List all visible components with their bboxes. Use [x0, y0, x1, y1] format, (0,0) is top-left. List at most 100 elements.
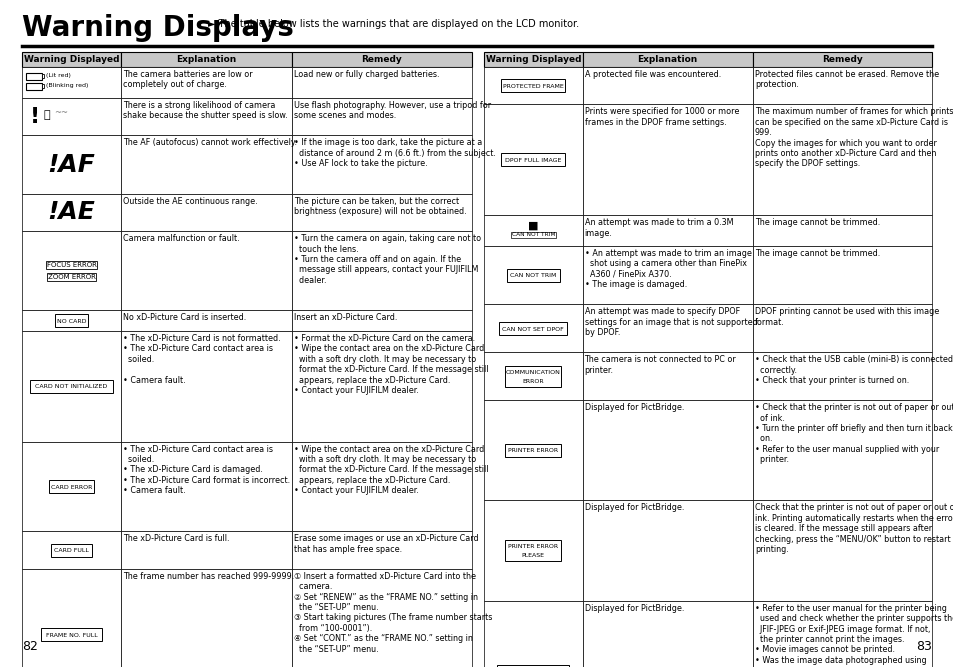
- Text: • Check that the USB cable (mini-B) is connected
  correctly.
• Check that your : • Check that the USB cable (mini-B) is c…: [754, 356, 952, 385]
- Text: ① Insert a formatted xD-Picture Card into the
  camera.
② Set “RENEW” as the “FR: ① Insert a formatted xD-Picture Card int…: [294, 572, 492, 654]
- Text: 82: 82: [22, 640, 38, 653]
- Text: Explanation: Explanation: [637, 55, 697, 64]
- Bar: [504, 366, 561, 387]
- Bar: [121, 67, 292, 98]
- Bar: [121, 569, 292, 667]
- Text: CARD NOT INITIALIZED: CARD NOT INITIALIZED: [35, 384, 108, 390]
- Bar: [121, 52, 292, 67]
- Text: The frame number has reached 999-9999.: The frame number has reached 999-9999.: [123, 572, 294, 581]
- Text: NO CARD: NO CARD: [56, 319, 86, 323]
- Bar: [121, 193, 292, 231]
- Text: 83: 83: [915, 640, 931, 653]
- Bar: [22, 98, 121, 135]
- Text: • The xD-Picture Card is not formatted.
• The xD-Picture Card contact area is
  : • The xD-Picture Card is not formatted. …: [123, 334, 280, 384]
- Bar: [55, 314, 88, 327]
- Bar: [752, 304, 931, 352]
- Bar: [30, 380, 113, 393]
- Bar: [292, 442, 472, 532]
- Text: (Lit red): (Lit red): [46, 73, 71, 78]
- Bar: [506, 269, 559, 281]
- Text: COMMUNICATION: COMMUNICATION: [505, 370, 560, 375]
- Text: Erase some images or use an xD-Picture Card
that has ample free space.: Erase some images or use an xD-Picture C…: [294, 534, 478, 554]
- Text: Remedy: Remedy: [361, 55, 402, 64]
- Bar: [42, 75, 45, 79]
- Bar: [22, 442, 121, 532]
- Text: Explanation: Explanation: [176, 55, 236, 64]
- Text: • Format the xD-Picture Card on the camera.
• Wipe the contact area on the xD-Pi: • Format the xD-Picture Card on the came…: [294, 334, 488, 395]
- Text: CAN NOT TRIM: CAN NOT TRIM: [510, 273, 556, 278]
- Bar: [582, 52, 752, 67]
- Bar: [292, 52, 472, 67]
- Text: ■: ■: [527, 221, 537, 231]
- Bar: [22, 532, 121, 569]
- Bar: [582, 400, 752, 500]
- Bar: [51, 544, 91, 556]
- Bar: [752, 67, 931, 105]
- Text: Warning Displayed: Warning Displayed: [24, 55, 119, 64]
- Bar: [121, 331, 292, 442]
- Bar: [504, 444, 561, 457]
- Bar: [483, 400, 582, 500]
- Bar: [752, 601, 931, 667]
- Bar: [582, 246, 752, 304]
- Bar: [752, 500, 931, 601]
- Bar: [26, 83, 42, 90]
- Text: Check that the printer is not out of paper or out of
ink. Printing automatically: Check that the printer is not out of pap…: [754, 504, 953, 554]
- Text: • Wipe the contact area on the xD-Picture Card
  with a soft dry cloth. It may b: • Wipe the contact area on the xD-Pictur…: [294, 445, 488, 495]
- Text: Warning Displays: Warning Displays: [22, 14, 294, 42]
- Bar: [483, 52, 582, 67]
- Text: The xD-Picture Card is full.: The xD-Picture Card is full.: [123, 534, 230, 544]
- Bar: [121, 231, 292, 310]
- Text: !AE: !AE: [48, 200, 95, 224]
- Text: There is a strong likelihood of camera
shake because the shutter speed is slow.: There is a strong likelihood of camera s…: [123, 101, 287, 120]
- Bar: [582, 500, 752, 601]
- Text: • The xD-Picture Card contact area is
  soiled.
• The xD-Picture Card is damaged: • The xD-Picture Card contact area is so…: [123, 445, 290, 495]
- Text: (Blinking red): (Blinking red): [46, 83, 89, 88]
- Text: CAN NOT SET DPOF: CAN NOT SET DPOF: [502, 327, 563, 331]
- Bar: [752, 246, 931, 304]
- Text: PLEASE: PLEASE: [521, 553, 544, 558]
- Text: !AF: !AF: [48, 153, 95, 177]
- Bar: [292, 67, 472, 98]
- Bar: [483, 352, 582, 400]
- Text: Remedy: Remedy: [821, 55, 862, 64]
- Bar: [22, 52, 121, 67]
- Bar: [582, 601, 752, 667]
- Text: DPOF printing cannot be used with this image
format.: DPOF printing cannot be used with this i…: [754, 307, 938, 327]
- Text: CAN NOT TRIM: CAN NOT TRIM: [511, 232, 555, 237]
- Bar: [22, 310, 121, 331]
- Bar: [483, 304, 582, 352]
- Text: Insert an xD-Picture Card.: Insert an xD-Picture Card.: [294, 313, 397, 322]
- Bar: [500, 153, 565, 166]
- Bar: [121, 442, 292, 532]
- Text: CARD ERROR: CARD ERROR: [51, 485, 92, 490]
- Text: FRAME NO. FULL: FRAME NO. FULL: [46, 633, 97, 638]
- Text: The image cannot be trimmed.: The image cannot be trimmed.: [754, 249, 879, 258]
- Bar: [292, 569, 472, 667]
- Bar: [582, 352, 752, 400]
- Bar: [292, 532, 472, 569]
- Bar: [292, 98, 472, 135]
- Bar: [121, 98, 292, 135]
- Text: Prints were specified for 1000 or more
frames in the DPOF frame settings.: Prints were specified for 1000 or more f…: [584, 107, 739, 127]
- Text: ~~: ~~: [54, 108, 68, 117]
- Bar: [292, 231, 472, 310]
- Text: • An attempt was made to trim an image
  shot using a camera other than FinePix
: • An attempt was made to trim an image s…: [584, 249, 751, 289]
- Bar: [292, 193, 472, 231]
- Bar: [582, 215, 752, 246]
- Text: • If the image is too dark, take the picture at a
  distance of around 2 m (6.6 : • If the image is too dark, take the pic…: [294, 138, 496, 168]
- Bar: [22, 135, 121, 193]
- Bar: [483, 246, 582, 304]
- Bar: [483, 105, 582, 215]
- Text: The image cannot be trimmed.: The image cannot be trimmed.: [754, 218, 879, 227]
- Bar: [483, 67, 582, 105]
- Text: • Check that the printer is not out of paper or out
  of ink.
• Turn the printer: • Check that the printer is not out of p…: [754, 404, 953, 464]
- Text: ZOOM ERROR: ZOOM ERROR: [48, 273, 95, 279]
- Text: Camera malfunction or fault.: Camera malfunction or fault.: [123, 234, 239, 243]
- Text: The maximum number of frames for which prints
can be specified on the same xD-Pi: The maximum number of frames for which p…: [754, 107, 952, 168]
- Text: An attempt was made to specify DPOF
settings for an image that is not supported
: An attempt was made to specify DPOF sett…: [584, 307, 757, 338]
- Text: ► The table below lists the warnings that are displayed on the LCD monitor.: ► The table below lists the warnings tha…: [208, 19, 578, 29]
- Bar: [49, 480, 93, 493]
- Text: 👋: 👋: [44, 109, 51, 119]
- Bar: [292, 331, 472, 442]
